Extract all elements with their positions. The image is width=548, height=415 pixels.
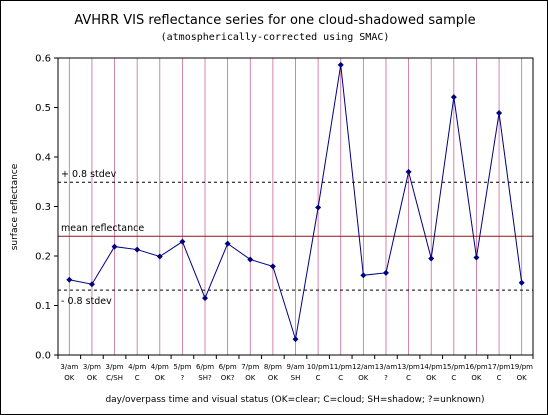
y-tick-label: 0.0	[35, 351, 51, 362]
x-tick-time: 3/pm	[106, 363, 124, 371]
series-group	[66, 61, 525, 343]
x-tick-status: OK?	[221, 374, 235, 382]
reference-line-label: + 0.8 stdev	[61, 169, 117, 180]
data-point	[450, 94, 457, 101]
x-tick-time: 10/pm	[307, 363, 330, 371]
x-tick-status: OK	[87, 374, 98, 382]
data-point	[337, 61, 344, 68]
x-tick-time: 5/pm	[173, 363, 191, 371]
y-tick-label: 0.2	[35, 252, 51, 263]
y-tick-label: 0.1	[35, 301, 51, 312]
reference-line-label: mean reflectance	[61, 223, 144, 234]
x-tick-status: C	[316, 374, 321, 382]
data-point	[405, 168, 412, 175]
data-point	[179, 238, 186, 245]
x-tick-status: OK	[471, 374, 482, 382]
data-point	[111, 243, 118, 250]
x-axis-label: day/overpass time and visual status (OK=…	[105, 395, 484, 405]
data-point	[224, 240, 231, 247]
data-point	[156, 253, 163, 260]
x-tick-time: 8/pm	[264, 363, 282, 371]
chart-title: AVHRR VIS reflectance series for one clo…	[74, 13, 475, 28]
x-tick-time: 13/am	[375, 363, 398, 371]
y-axis-label: surface reflectance	[10, 163, 20, 250]
data-point	[66, 276, 73, 283]
data-point	[518, 279, 525, 286]
x-tick-status: ?	[384, 374, 388, 382]
chart-subtitle: (atmospherically-corrected using SMAC)	[161, 32, 390, 43]
x-tick-status: C	[135, 374, 140, 382]
x-tick-time: 9/am	[287, 363, 305, 371]
x-tick-time: 17/pm	[488, 363, 511, 371]
x-tick-status: OK	[268, 374, 279, 382]
x-tick-time: 19/pm	[510, 363, 533, 371]
y-tick-label: 0.4	[35, 153, 51, 164]
x-tick-status: OK	[517, 374, 528, 382]
data-point	[247, 256, 254, 263]
x-tick-status: C/SH	[106, 374, 123, 382]
x-tick-status: SH	[291, 374, 301, 382]
y-tick-label: 0.3	[35, 202, 51, 213]
x-tick-time: 7/pm	[241, 363, 259, 371]
x-tick-status: OK	[155, 374, 166, 382]
data-point	[382, 269, 389, 276]
x-tick-time: 3/pm	[83, 363, 101, 371]
x-tick-time: 6/pm	[196, 363, 214, 371]
x-tick-time: 4/pm	[128, 363, 146, 371]
x-tick-time: 4/pm	[151, 363, 169, 371]
x-tick-status: C	[406, 374, 411, 382]
data-point	[134, 246, 141, 253]
vertical-gridlines	[68, 58, 523, 355]
x-axis-ticks: 3/am OK 3/pm OK 3/pm C/SH 4/pm C 4/pm OK 5/pm? 6/pm…	[57, 355, 534, 382]
y-tick-label: 0.5	[35, 103, 51, 114]
x-tick-status: ?	[181, 374, 185, 382]
data-point	[496, 109, 503, 116]
x-tick-time: 11/pm	[329, 363, 352, 371]
y-tick-label: 0.6	[35, 54, 51, 65]
x-tick-status: OK	[426, 374, 437, 382]
data-point	[202, 295, 209, 302]
x-tick-status: C	[451, 374, 456, 382]
data-point	[269, 263, 276, 270]
x-tick-time: 14/pm	[420, 363, 443, 371]
y-axis-ticks: 0.0 0.1 0.2 0.3 0.4 0.5 0.6	[35, 54, 58, 362]
data-point	[473, 254, 480, 261]
data-point	[88, 281, 95, 288]
x-tick-status: OK	[64, 374, 75, 382]
x-tick-status: OK	[358, 374, 369, 382]
reference-lines: + 0.8 stdev mean reflectance - 0.8 stdev	[58, 169, 533, 307]
x-tick-status: OK	[245, 374, 256, 382]
x-tick-time: 15/pm	[443, 363, 466, 371]
reference-line-label: - 0.8 stdev	[61, 296, 112, 307]
x-tick-time: 12/am	[352, 363, 375, 371]
x-tick-status: C	[497, 374, 502, 382]
x-tick-time: 3/am	[60, 363, 78, 371]
data-point	[292, 336, 299, 343]
x-tick-status: C	[338, 374, 343, 382]
data-point	[360, 272, 367, 279]
x-tick-time: 6/pm	[219, 363, 237, 371]
x-tick-time: 16/pm	[465, 363, 488, 371]
data-point	[428, 255, 435, 262]
x-tick-time: 13/pm	[397, 363, 420, 371]
data-point	[315, 204, 322, 211]
x-tick-status: SH?	[198, 374, 212, 382]
